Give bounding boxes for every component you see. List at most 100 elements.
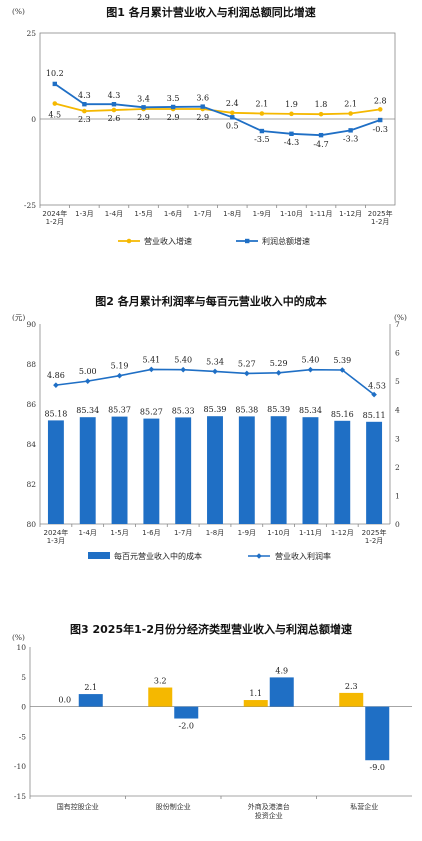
- x-tick-label: 私营企业: [350, 802, 378, 811]
- line-point: [148, 366, 155, 373]
- data-point: [348, 128, 353, 133]
- data-point: [82, 102, 87, 107]
- bar: [143, 418, 160, 524]
- line-label: 5.41: [142, 355, 160, 364]
- bar-label: -2.0: [179, 722, 194, 731]
- x-tick-label: 1-6月: [142, 529, 160, 537]
- legend-bar-swatch: [88, 552, 110, 559]
- left-tick-label: 88: [26, 360, 36, 369]
- x-tick-label: 2025年 1-2月: [362, 528, 387, 545]
- line-point: [244, 370, 250, 377]
- bar: [238, 416, 255, 524]
- line-label: 5.40: [174, 356, 192, 365]
- legend-marker: [256, 553, 262, 559]
- x-tick-label: 1-11月: [299, 529, 322, 537]
- y-tick-label: -5: [19, 732, 27, 741]
- line-label: 5.29: [270, 359, 288, 368]
- data-label: 2.9: [167, 113, 180, 122]
- y-tick-label: -10: [14, 762, 26, 771]
- bar-label: 3.2: [154, 677, 167, 686]
- data-point: [318, 132, 324, 138]
- data-label: 1.8: [315, 100, 328, 109]
- legend-label: 每百元营业收入中的成本: [114, 551, 202, 561]
- line-label: 5.19: [111, 362, 129, 371]
- data-label: 2.1: [344, 99, 357, 108]
- right-tick-label: 6: [395, 349, 400, 358]
- line-label: 5.00: [79, 367, 97, 376]
- bar: [365, 706, 390, 761]
- data-point: [348, 111, 353, 116]
- data-point: [200, 104, 205, 109]
- data-point: [259, 111, 265, 116]
- x-tick-label: 1-5月: [134, 210, 152, 218]
- y-tick-label: 10: [16, 643, 26, 652]
- y-tick-label: -25: [24, 201, 36, 210]
- line-label: 5.40: [302, 356, 320, 365]
- line-point: [275, 370, 282, 376]
- data-label: -0.3: [372, 125, 387, 134]
- left-axis-unit: (元): [12, 313, 25, 322]
- data-point: [229, 110, 235, 116]
- bar: [243, 700, 268, 707]
- x-tick-label: 1-11月: [310, 210, 333, 218]
- data-label: 3.5: [167, 94, 180, 103]
- bar-label: 85.39: [204, 405, 227, 414]
- x-tick-label: 1-3月: [75, 210, 93, 218]
- bar: [270, 416, 287, 524]
- bar-label: 0.0: [58, 696, 71, 705]
- line-point: [53, 382, 59, 388]
- right-tick-label: 5: [395, 377, 400, 386]
- x-tick-label: 股份制企业: [156, 802, 191, 811]
- data-label: 3.4: [137, 94, 150, 103]
- line-point: [84, 378, 91, 384]
- x-tick-label: 1-7月: [174, 529, 192, 537]
- data-label: 2.3: [78, 115, 91, 124]
- chart-title: 图1 各月累计营业收入与利润总额同比增速: [106, 5, 315, 19]
- line-point: [180, 366, 186, 373]
- left-tick-label: 82: [26, 480, 36, 489]
- data-point: [111, 107, 117, 113]
- data-point: [52, 81, 57, 87]
- left-tick-label: 84: [26, 440, 36, 449]
- right-tick-label: 0: [395, 520, 400, 529]
- bar: [78, 694, 103, 707]
- series-line-营业收入增速: [54, 102, 381, 116]
- data-label: 10.2: [46, 69, 64, 78]
- x-tick-label: 1-12月: [331, 529, 354, 537]
- data-point: [289, 111, 294, 117]
- bar-label: 1.1: [249, 689, 262, 698]
- data-point: [52, 101, 58, 106]
- bar-label: 85.38: [235, 405, 258, 414]
- line-label: 4.86: [47, 371, 65, 380]
- x-tick-label: 1-8月: [206, 529, 224, 537]
- x-tick-label: 1-12月: [339, 210, 362, 218]
- x-tick-label: 1-10月: [267, 529, 290, 537]
- data-point: [318, 111, 324, 117]
- chart-1: 图1 各月累计营业收入与利润总额同比增速 (%) 25 0 -25 2024年 1-2月 1-…: [12, 5, 396, 246]
- line-label: 5.27: [238, 359, 256, 368]
- line-point: [307, 366, 314, 373]
- data-label: -4.3: [284, 138, 299, 147]
- x-tick-label: 1-4月: [105, 210, 123, 218]
- left-tick-label: 80: [26, 520, 36, 529]
- bar: [79, 417, 96, 524]
- bar-label: 85.18: [44, 409, 67, 418]
- data-label: 2.9: [196, 113, 209, 122]
- data-label: 2.4: [226, 99, 239, 108]
- data-point: [111, 102, 117, 107]
- bar-label: 85.34: [76, 406, 99, 415]
- data-point: [378, 117, 383, 123]
- data-label: 0.5: [226, 121, 239, 130]
- data-point: [170, 104, 176, 110]
- legend-label: 营业收入增速: [144, 236, 192, 246]
- x-tick-label: 国有控股企业: [57, 802, 99, 811]
- bar-label: -9.0: [370, 763, 385, 772]
- bar-label: 85.37: [108, 406, 131, 415]
- x-tick-label: 2024年 1-2月: [42, 209, 67, 226]
- data-label: 3.6: [196, 94, 209, 103]
- y-tick-label: 25: [26, 29, 36, 38]
- line-label: 5.39: [333, 356, 351, 365]
- bar: [174, 706, 199, 719]
- data-point: [82, 108, 87, 114]
- x-tick-label: 2024年 1-3月: [43, 528, 68, 545]
